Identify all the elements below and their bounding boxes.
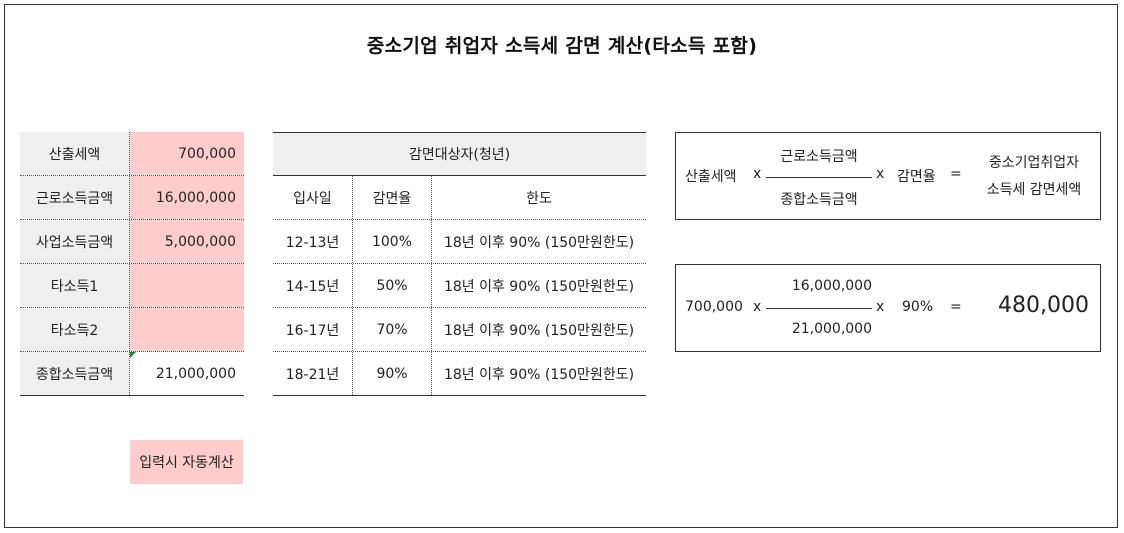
calc-tax-value: 700,000 — [685, 299, 743, 315]
table-cell: 14-15년 — [273, 264, 353, 307]
tax-input-cell[interactable]: 700,000 — [130, 132, 244, 175]
formula-rate-label: 감면율 — [897, 169, 936, 185]
formula-result-label-2: 소득세 감면세액 — [986, 182, 1082, 198]
input-row-other-income-1: 타소득1 — [20, 264, 244, 308]
calc-denominator-value: 21,000,000 — [791, 321, 872, 337]
reduction-table-header: 감면대상자(청년) — [273, 132, 646, 176]
table-cell: 18년 이후 90% (150만원한도) — [443, 322, 635, 339]
reduction-rate-table: 감면대상자(청년) 입사일 감면율 한도 12-13년 100% 18년 이후 … — [273, 132, 646, 396]
table-cell: 12-13년 — [273, 220, 353, 263]
calc-rate-value: 90% — [902, 299, 934, 315]
formula-indicator-icon — [130, 352, 136, 358]
fraction-line — [766, 177, 872, 178]
input-row-other-income-2: 타소득2 — [20, 308, 244, 352]
earned-income-input-cell[interactable]: 16,000,000 — [130, 176, 244, 219]
table-cell: 50% — [353, 264, 432, 307]
multiply-sign: x — [876, 166, 885, 182]
multiply-sign: x — [753, 299, 762, 315]
formula-numerator: 근로소득금액 — [780, 149, 858, 165]
table-row: 18-21년 90% 18년 이후 90% (150만원한도) — [273, 352, 646, 396]
other-income-2-input-cell[interactable] — [130, 308, 244, 351]
formula-tax-label: 산출세액 — [685, 169, 737, 185]
calc-result-value: 480,000 — [998, 293, 1089, 318]
column-header: 입사일 — [273, 176, 353, 219]
table-cell: 70% — [353, 308, 432, 351]
input-label: 사업소득금액 — [20, 220, 130, 263]
table-cell: 18년 이후 90% (150만원한도) — [443, 278, 635, 295]
table-cell: 18년 이후 90% (150만원한도) — [443, 234, 635, 251]
calculation-box: 700,000 x 16,000,000 21,000,000 x 90% = … — [675, 264, 1101, 352]
input-label: 타소득2 — [20, 308, 130, 351]
table-cell: 90% — [353, 352, 432, 395]
table-row: 16-17년 70% 18년 이후 90% (150만원한도) — [273, 308, 646, 352]
total-income-value: 21,000,000 — [155, 365, 236, 382]
calc-numerator-value: 16,000,000 — [791, 278, 872, 294]
input-label: 종합소득금액 — [20, 352, 130, 395]
other-income-1-input-cell[interactable] — [130, 264, 244, 307]
table-cell: 18년 이후 90% (150만원한도) — [443, 366, 635, 383]
column-header: 한도 — [526, 190, 552, 207]
multiply-sign: x — [753, 166, 762, 182]
table-cell: 18-21년 — [273, 352, 353, 395]
formula-denominator: 종합소득금액 — [780, 192, 858, 208]
table-row: 14-15년 50% 18년 이후 90% (150만원한도) — [273, 264, 646, 308]
total-income-cell[interactable]: 21,000,000 — [130, 352, 244, 395]
column-header: 감면율 — [353, 176, 432, 219]
document-frame — [4, 4, 1118, 528]
equals-sign: = — [950, 299, 962, 315]
equals-sign: = — [950, 166, 962, 182]
page-title: 중소기업 취업자 소득세 감면 계산(타소득 포함) — [366, 35, 758, 57]
table-cell: 16-17년 — [273, 308, 353, 351]
input-row-tax: 산출세액 700,000 — [20, 132, 244, 176]
business-income-input-cell[interactable]: 5,000,000 — [130, 220, 244, 263]
input-row-earned-income: 근로소득금액 16,000,000 — [20, 176, 244, 220]
formula-box: 산출세액 x 근로소득금액 종합소득금액 x 감면율 = 중소기업취업자 소득세… — [675, 132, 1101, 220]
input-label: 타소득1 — [20, 264, 130, 307]
multiply-sign: x — [876, 299, 885, 315]
table-row: 12-13년 100% 18년 이후 90% (150만원한도) — [273, 220, 646, 264]
input-row-total-income: 종합소득금액 21,000,000 — [20, 352, 244, 396]
auto-calc-note: 입력시 자동계산 — [130, 440, 243, 484]
formula-result-label-1: 중소기업취업자 — [988, 155, 1080, 171]
input-label: 근로소득금액 — [20, 176, 130, 219]
table-cell: 100% — [353, 220, 432, 263]
fraction-line — [766, 308, 872, 309]
income-input-table: 산출세액 700,000 근로소득금액 16,000,000 사업소득금액 5,… — [20, 132, 244, 396]
input-row-business-income: 사업소득금액 5,000,000 — [20, 220, 244, 264]
column-header-row: 입사일 감면율 한도 — [273, 176, 646, 220]
input-label: 산출세액 — [20, 132, 130, 175]
